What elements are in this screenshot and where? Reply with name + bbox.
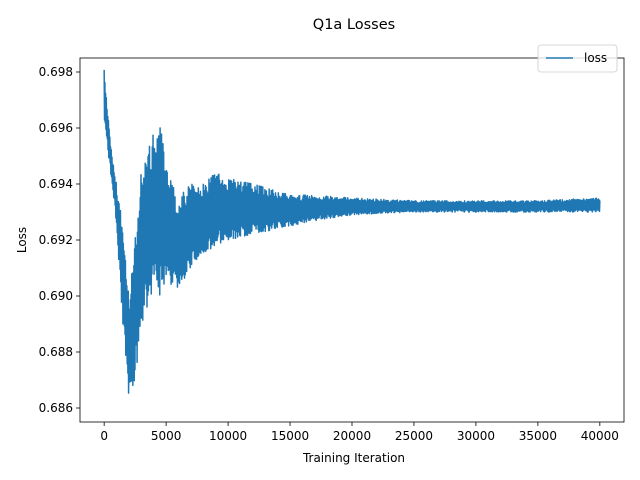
y-tick-label: 0.696 [39,121,73,135]
x-axis-label: Training Iteration [302,451,405,465]
x-tick-label: 5000 [151,429,182,443]
series-layer [103,69,601,394]
x-tick-label: 40000 [581,429,619,443]
x-tick-label: 25000 [395,429,433,443]
chart-title: Q1a Losses [313,17,395,33]
x-tick-label: 30000 [457,429,495,443]
y-tick-label: 0.686 [39,401,73,415]
y-tick-label: 0.698 [39,65,73,79]
x-tick-label: 20000 [333,429,371,443]
y-tick-label: 0.692 [39,233,73,247]
y-axis: 0.686 0.688 0.690 0.692 0.694 0.696 0.698 [39,65,80,415]
x-axis: 0 5000 10000 15000 20000 25000 30000 35000 40000 [100,422,619,443]
x-tick-label: 15000 [271,429,309,443]
legend-box [537,44,618,73]
y-tick-label: 0.688 [39,345,73,359]
y-tick-label: 0.694 [39,177,73,191]
legend: loss [537,44,618,73]
legend-label-loss: loss [584,51,607,65]
x-tick-label: 35000 [519,429,557,443]
x-tick-label: 0 [100,429,108,443]
series-line-loss [103,69,601,394]
x-tick-label: 10000 [209,429,247,443]
y-axis-label: Loss [15,227,29,253]
y-tick-label: 0.690 [39,289,73,303]
